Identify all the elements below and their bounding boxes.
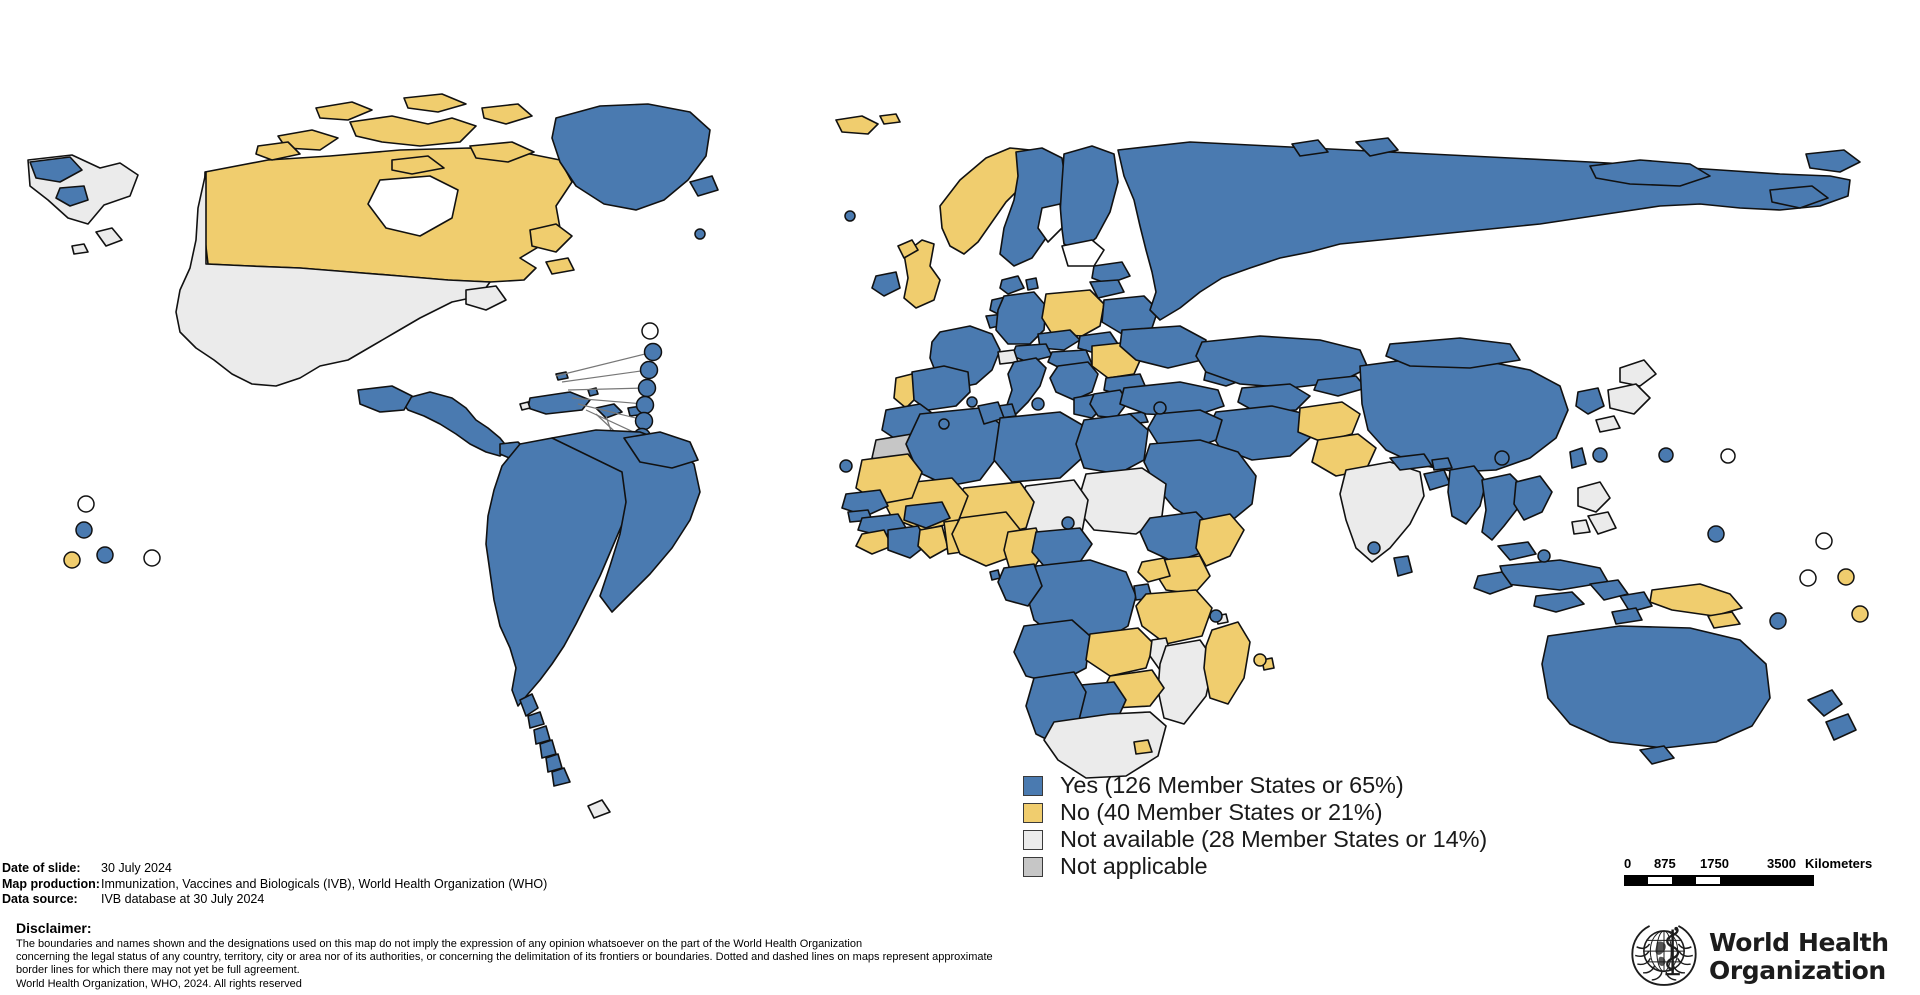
disclaimer-line-4: World Health Organization, WHO, 2024. Al…	[16, 977, 302, 990]
scale-tick-1750: 1750	[1700, 856, 1729, 871]
metadata-key-production: Map production:	[2, 876, 100, 891]
scale-units: Kilometers	[1805, 856, 1873, 871]
south-atlantic-callout-circles	[63, 495, 161, 569]
region-europe	[871, 145, 1207, 425]
who-emblem-icon	[1628, 918, 1700, 995]
legend-swatch-not-available	[1023, 829, 1043, 850]
region-iceland	[835, 113, 901, 135]
legend-swatch-yes	[1023, 775, 1043, 796]
disclaimer-line-2: concerning the legal status of any count…	[16, 951, 993, 964]
region-caribbean	[519, 371, 647, 419]
disclaimer-line-3: border lines for which there may not yet…	[16, 964, 300, 977]
legend-item-no[interactable]: No (40 Member States or 21%)	[1023, 799, 1487, 826]
who-logo: World Health Organization	[1628, 918, 1889, 995]
region-asia	[1339, 337, 1743, 629]
legend-label-not-available: Not available (28 Member States or 14%)	[1060, 826, 1488, 852]
region-middle-east-central-asia	[1119, 335, 1377, 525]
legend-item-yes[interactable]: Yes (126 Member States or 65%)	[1023, 772, 1487, 799]
scale-bar-graphic	[1624, 875, 1814, 886]
north-atlantic-markers	[694, 210, 856, 240]
region-usa	[175, 171, 507, 387]
mediterranean-islands	[938, 396, 1167, 430]
metadata-key-date: Date of slide:	[2, 861, 81, 875]
region-australia-nz	[1541, 625, 1857, 765]
legend-item-not-available[interactable]: Not available (28 Member States or 14%)	[1023, 826, 1487, 853]
who-logo-line-2: Organization	[1709, 955, 1886, 985]
metadata-row-production: Map production: Immunization, Vaccines a…	[2, 877, 547, 893]
region-greenland	[551, 103, 719, 211]
metadata-value-production: Immunization, Vaccines and Biologicals (…	[101, 876, 548, 891]
scale-bar-labels: 0 875 1750 3500 Kilometers	[1624, 856, 1872, 873]
scale-tick-875: 875	[1654, 856, 1676, 871]
scale-tick-3500: 3500	[1767, 856, 1796, 871]
legend-label-no: No (40 Member States or 21%)	[1060, 799, 1383, 825]
atlantic-island-markers	[839, 459, 1267, 667]
region-south-america	[485, 429, 701, 819]
metadata-row-source: Data source: IVB database at 30 July 202…	[2, 892, 547, 908]
scale-tick-0: 0	[1624, 856, 1632, 871]
who-logo-text: World Health Organization	[1709, 927, 1889, 985]
legend-swatch-not-applicable	[1023, 856, 1043, 877]
region-canada	[203, 93, 575, 283]
metadata-key-source: Data source:	[2, 892, 78, 906]
disclaimer-line-1: The boundaries and names shown and the d…	[16, 938, 863, 950]
region-alaska	[27, 154, 139, 255]
legend-label-yes: Yes (126 Member States or 65%)	[1060, 772, 1404, 798]
legend-swatch-no	[1023, 802, 1043, 823]
metadata-value-source: IVB database at 30 July 2024	[101, 892, 265, 906]
map-metadata: Date of slide: 30 July 2024 Map producti…	[2, 861, 547, 908]
legend-item-not-applicable[interactable]: Not applicable	[1023, 853, 1487, 880]
disclaimer: Disclaimer: The boundaries and names sho…	[16, 920, 993, 991]
indian-ocean-markers	[1367, 541, 1551, 563]
metadata-value-date: 30 July 2024	[101, 861, 172, 875]
pacific-island-markers	[1494, 447, 1869, 630]
scale-bar: 0 875 1750 3500 Kilometers	[1624, 856, 1872, 886]
scale-bar-gap-2	[1696, 877, 1720, 884]
region-russia	[1117, 137, 1861, 321]
disclaimer-title: Disclaimer:	[16, 920, 92, 936]
legend-label-not-applicable: Not applicable	[1060, 853, 1208, 879]
map-legend: Yes (126 Member States or 65%) No (40 Me…	[1023, 772, 1487, 880]
scale-bar-gap-1	[1648, 877, 1672, 884]
metadata-row-date: Date of slide: 30 July 2024	[2, 861, 547, 877]
region-africa	[841, 401, 1275, 779]
who-logo-line-1: World Health	[1709, 927, 1889, 957]
